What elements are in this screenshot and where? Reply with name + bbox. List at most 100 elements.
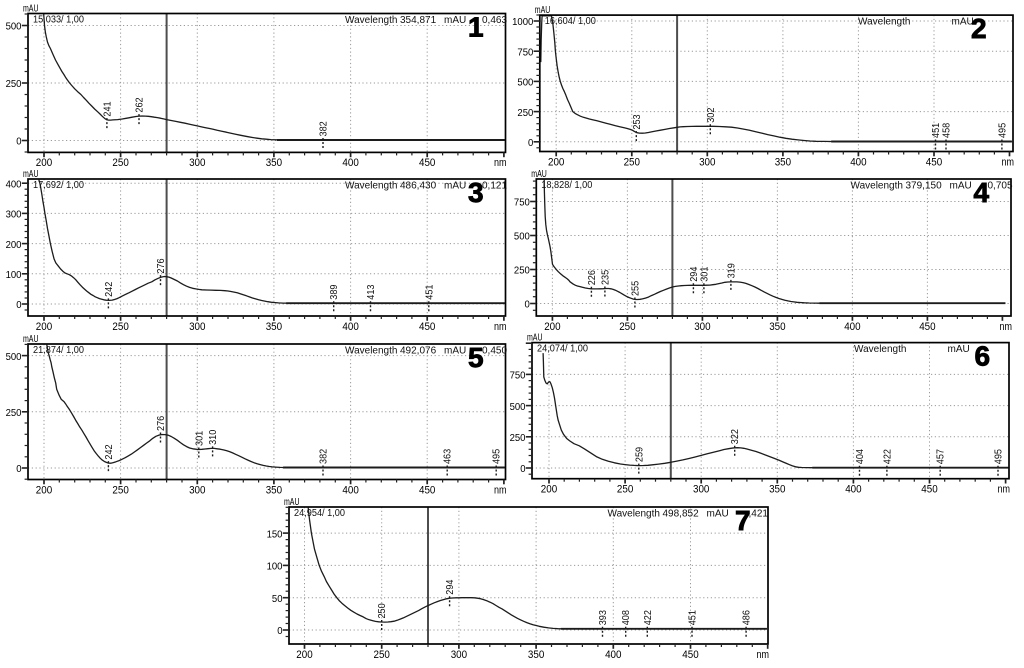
- svg-text:458: 458: [942, 122, 953, 138]
- svg-text:495: 495: [492, 448, 503, 464]
- svg-text:276: 276: [156, 415, 167, 431]
- svg-text:250: 250: [374, 649, 390, 661]
- svg-text:495: 495: [997, 122, 1008, 138]
- svg-text:250: 250: [617, 484, 633, 496]
- svg-text:450: 450: [682, 649, 698, 661]
- svg-text:250: 250: [624, 156, 640, 168]
- svg-text:450: 450: [926, 156, 942, 168]
- svg-text:350: 350: [769, 321, 785, 333]
- svg-text:mAU: mAU: [23, 169, 39, 180]
- svg-text:500: 500: [514, 231, 530, 243]
- svg-text:500: 500: [517, 77, 533, 89]
- svg-text:259: 259: [634, 447, 645, 463]
- svg-text:3: 3: [468, 177, 484, 208]
- svg-text:300: 300: [451, 649, 467, 661]
- svg-text:300: 300: [693, 484, 709, 496]
- svg-text:400: 400: [844, 321, 860, 333]
- svg-text:200: 200: [36, 157, 52, 169]
- svg-text:400: 400: [342, 321, 358, 333]
- svg-text:310: 310: [208, 429, 219, 445]
- svg-text:422: 422: [882, 449, 893, 465]
- svg-text:mAU: mAU: [952, 17, 974, 28]
- svg-text:50: 50: [272, 593, 283, 605]
- svg-text:250: 250: [619, 321, 635, 333]
- svg-text:0: 0: [525, 299, 530, 311]
- svg-text:0: 0: [16, 136, 21, 148]
- svg-text:242: 242: [104, 444, 115, 460]
- svg-text:mAU: mAU: [444, 346, 466, 357]
- svg-text:400: 400: [845, 484, 861, 496]
- svg-text:mAU: mAU: [444, 15, 466, 26]
- svg-text:mAU: mAU: [707, 509, 729, 520]
- svg-text:350: 350: [528, 649, 544, 661]
- svg-text:413: 413: [366, 284, 377, 300]
- svg-text:nm: nm: [494, 484, 507, 496]
- svg-text:200: 200: [296, 649, 312, 661]
- svg-text:nm: nm: [494, 157, 507, 169]
- svg-text:319: 319: [726, 263, 737, 279]
- svg-text:200: 200: [548, 156, 564, 168]
- svg-text:242: 242: [104, 281, 115, 297]
- svg-text:500: 500: [510, 401, 526, 413]
- svg-text:6: 6: [975, 341, 991, 372]
- svg-text:Wavelength: Wavelength: [851, 181, 903, 192]
- svg-text:nm: nm: [998, 484, 1011, 496]
- svg-text:450: 450: [919, 321, 935, 333]
- svg-text:Wavelength: Wavelength: [608, 509, 660, 520]
- svg-text:200: 200: [544, 321, 560, 333]
- svg-text:241: 241: [102, 101, 113, 117]
- svg-text:200: 200: [36, 321, 52, 333]
- svg-text:2: 2: [971, 13, 987, 44]
- svg-text:253: 253: [632, 114, 643, 130]
- svg-text:250: 250: [112, 484, 128, 496]
- svg-text:1000: 1000: [512, 16, 533, 28]
- svg-text:276: 276: [156, 258, 167, 274]
- svg-text:100: 100: [267, 561, 283, 573]
- svg-text:350: 350: [775, 156, 791, 168]
- svg-text:mAU: mAU: [23, 334, 39, 345]
- svg-text:1: 1: [468, 12, 484, 43]
- svg-text:mAU: mAU: [535, 5, 551, 16]
- svg-text:457: 457: [936, 449, 947, 465]
- svg-text:0: 0: [528, 137, 533, 149]
- svg-text:354,871: 354,871: [400, 15, 437, 26]
- svg-text:Wavelength: Wavelength: [345, 181, 397, 192]
- svg-text:100: 100: [6, 269, 22, 281]
- svg-text:21,874/ 1,00: 21,874/ 1,00: [33, 345, 84, 356]
- svg-text:450: 450: [921, 484, 937, 496]
- svg-text:300: 300: [189, 321, 205, 333]
- svg-text:200: 200: [36, 484, 52, 496]
- svg-text:301: 301: [699, 266, 710, 282]
- svg-text:400: 400: [850, 156, 866, 168]
- svg-text:500: 500: [6, 21, 22, 33]
- svg-text:mAU: mAU: [23, 4, 39, 15]
- svg-text:294: 294: [445, 579, 456, 595]
- svg-text:450: 450: [419, 321, 435, 333]
- svg-text:mAU: mAU: [531, 169, 547, 180]
- svg-text:393: 393: [598, 610, 609, 626]
- svg-text:400: 400: [342, 157, 358, 169]
- svg-text:379,150: 379,150: [906, 181, 943, 192]
- svg-text:262: 262: [135, 97, 146, 113]
- svg-text:0: 0: [520, 463, 525, 475]
- svg-text:Wavelength: Wavelength: [345, 346, 397, 357]
- svg-text:750: 750: [517, 46, 533, 58]
- svg-text:451: 451: [931, 122, 942, 138]
- svg-text:24,074/ 1,00: 24,074/ 1,00: [537, 344, 588, 355]
- svg-text:400: 400: [605, 649, 621, 661]
- svg-text:mAU: mAU: [444, 181, 466, 192]
- svg-text:450: 450: [419, 157, 435, 169]
- svg-text:350: 350: [266, 484, 282, 496]
- svg-text:250: 250: [112, 321, 128, 333]
- svg-text:0: 0: [16, 299, 21, 311]
- svg-text:Wavelength: Wavelength: [858, 17, 910, 28]
- svg-text:0,705: 0,705: [988, 181, 1013, 192]
- svg-text:300: 300: [189, 157, 205, 169]
- svg-text:250: 250: [514, 265, 530, 277]
- svg-text:235: 235: [600, 269, 611, 285]
- svg-text:24,954/ 1,00: 24,954/ 1,00: [294, 508, 345, 519]
- svg-text:250: 250: [112, 157, 128, 169]
- svg-text:300: 300: [6, 209, 22, 221]
- svg-text:200: 200: [6, 239, 22, 251]
- svg-text:400: 400: [6, 178, 22, 190]
